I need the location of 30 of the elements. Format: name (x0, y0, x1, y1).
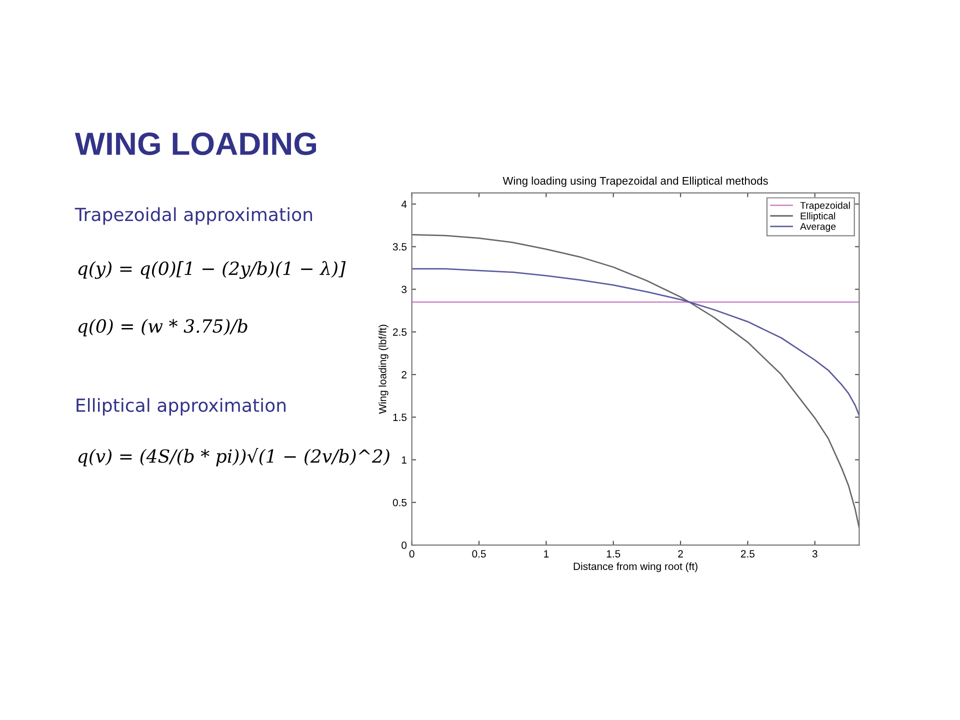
legend-label: Trapezoidal (800, 202, 850, 211)
text: Elliptical approximation (76, 398, 286, 416)
x-tick-label: 3 (812, 550, 818, 558)
text: q(y) = q(0)[1 − (2y/b)(1 − λ)] (78, 261, 346, 279)
x-tick-label: 1.5 (606, 550, 620, 558)
y-tick-label: 1.5 (393, 414, 407, 422)
text: q(0) = (w * 3.75)/b (78, 318, 248, 336)
legend-label: Average (800, 223, 836, 232)
chart-title: WING LOADING (74, 132, 316, 156)
x-tick-label: 2.5 (740, 550, 754, 558)
y-tick-label: 0 (402, 542, 407, 549)
y-tick-label: 3 (402, 286, 407, 294)
x-tick-label: 2 (678, 550, 683, 558)
x-tick-label: 0.5 (472, 550, 486, 558)
line-series (412, 268, 860, 416)
text: Trapezoidal approximation (74, 207, 312, 225)
x-tick-label: 1 (544, 550, 549, 558)
y-axis-title: Wing loading (lbf/ft) (378, 324, 388, 414)
y-tick-label: 3.5 (392, 243, 407, 251)
text: q(v) = (4S/(b * pi))√(1 − (2v/b)^2) (78, 448, 390, 466)
chart-subtitle: Wing loading using Trapezoidal and Elliptical methods (502, 176, 768, 187)
line-series (412, 234, 860, 529)
x-axis-title: Distance from wing root (ft) (574, 562, 698, 572)
y-tick-label: 2 (402, 371, 406, 378)
y-tick-label: 2.5 (393, 328, 407, 336)
y-tick-label: 0.5 (392, 498, 407, 506)
y-tick-label: 4 (401, 200, 407, 208)
y-tick-label: 1 (402, 456, 406, 464)
legend-label: Elliptical (800, 212, 836, 222)
x-tick-label: 0 (409, 550, 414, 558)
